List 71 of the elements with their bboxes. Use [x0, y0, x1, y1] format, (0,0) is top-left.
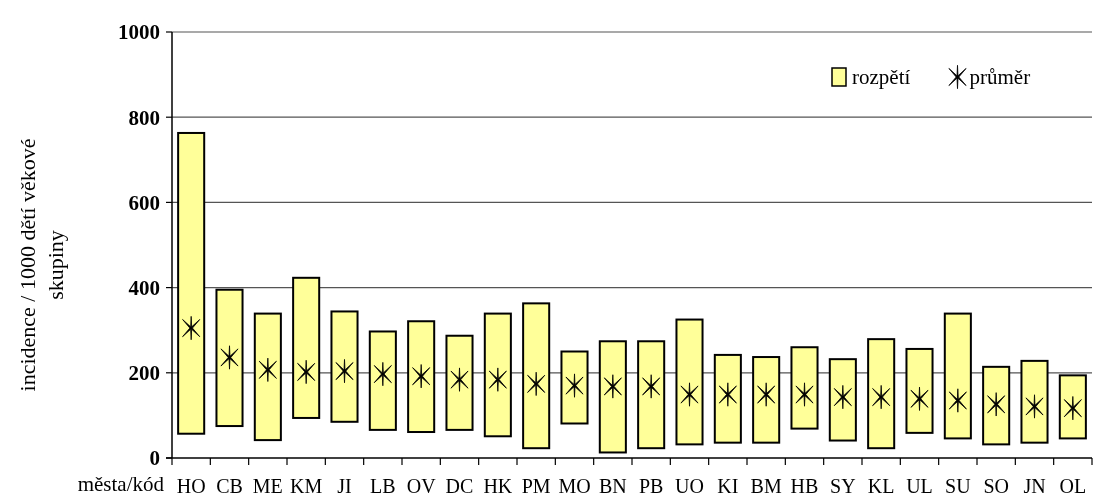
x-tick-label: ME — [252, 475, 283, 497]
bar — [598, 340, 627, 454]
x-tick-label: JN — [1023, 475, 1046, 497]
point — [297, 359, 316, 385]
x-tick-label: CB — [216, 475, 243, 497]
bar — [292, 276, 321, 419]
bar — [177, 131, 206, 435]
x-tick-label: UL — [906, 475, 933, 497]
bar — [982, 365, 1011, 446]
bar — [828, 358, 857, 442]
bar — [215, 288, 244, 428]
bar — [407, 320, 436, 434]
x-tick-label: KI — [717, 475, 739, 497]
x-tick-label: LB — [370, 475, 396, 497]
y-tick-label: 400 — [128, 275, 160, 300]
x-tick-label: BN — [598, 475, 627, 497]
point — [488, 367, 507, 392]
x-tick-label: DC — [445, 475, 474, 497]
point — [527, 371, 546, 396]
point — [680, 382, 699, 407]
bar — [905, 347, 934, 434]
x-tick-label: SU — [945, 475, 972, 497]
y-tick-label: 1000 — [118, 20, 160, 45]
point — [412, 364, 431, 389]
x-tick-label: HO — [176, 475, 206, 497]
x-tick-label: OL — [1059, 475, 1087, 497]
bar — [713, 353, 742, 444]
bar — [867, 338, 896, 450]
point — [335, 359, 354, 384]
point — [872, 384, 891, 410]
bar — [943, 312, 972, 440]
bar — [752, 356, 781, 444]
x-tick-label: BM — [750, 475, 782, 497]
bar — [253, 312, 282, 442]
x-tick-label: PM — [521, 475, 551, 497]
x-tick-label: OV — [406, 475, 437, 497]
x-tick-label: SO — [983, 475, 1009, 497]
y-tick-label: 0 — [149, 446, 160, 471]
bar — [368, 330, 397, 431]
point — [182, 315, 201, 341]
bar — [522, 302, 551, 450]
x-tick-label: PB — [638, 475, 664, 497]
point — [948, 388, 967, 413]
legend-label: rozpětí — [852, 65, 911, 90]
point — [642, 374, 661, 399]
bar — [675, 318, 704, 446]
x-tick-label: HB — [790, 475, 819, 497]
point — [603, 374, 622, 399]
legend-label: průměr — [969, 65, 1031, 90]
x-tick-label: SY — [830, 475, 856, 497]
x-axis-title: města/kód — [77, 472, 165, 496]
bar — [1058, 374, 1087, 440]
x-tick-label: HK — [483, 475, 513, 497]
x-tick-label: KM — [290, 475, 323, 497]
y-tick-label: 200 — [128, 361, 160, 386]
x-tick-label: UO — [675, 475, 704, 497]
y-tick-label: 800 — [128, 105, 160, 130]
point — [220, 345, 239, 370]
point — [258, 357, 277, 382]
bar — [790, 346, 819, 430]
bar — [560, 350, 589, 425]
bar — [637, 340, 666, 450]
bar — [330, 310, 359, 423]
x-tick-label: MO — [558, 475, 591, 497]
bar — [1020, 359, 1049, 444]
bar — [445, 334, 474, 431]
bar — [483, 312, 512, 438]
y-tick-label: 600 — [128, 190, 160, 215]
x-tick-label: JI — [337, 475, 352, 497]
x-tick-label: KL — [867, 475, 895, 497]
y-axis-title: incidence / 1000 dětí věkové skupiny — [15, 138, 68, 392]
